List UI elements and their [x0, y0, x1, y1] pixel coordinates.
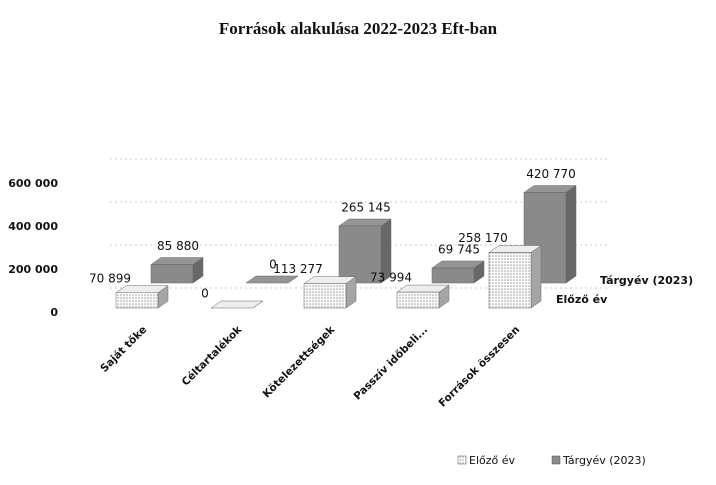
- data-label: 73 994: [370, 271, 412, 285]
- y-tick-label: 400 000: [8, 220, 58, 233]
- depth-label: Tárgyév (2023): [600, 274, 693, 287]
- bar: [488, 252, 532, 309]
- legend-label: Előző év: [469, 454, 516, 467]
- y-tick-label: 600 000: [8, 177, 58, 190]
- bar-side: [565, 185, 577, 284]
- bar-side: [530, 245, 542, 309]
- legend-swatch: [551, 455, 561, 465]
- bar: [303, 283, 347, 309]
- x-tick-label: Kötelezettségek: [261, 323, 338, 400]
- legend-swatch: [457, 455, 467, 465]
- data-label: 420 770: [526, 167, 576, 181]
- x-tick-label: Passzív időbeli...: [352, 324, 431, 403]
- legend-label: Tárgyév (2023): [562, 454, 646, 467]
- x-tick-label: Források összesen: [436, 324, 522, 410]
- bar: [396, 291, 440, 309]
- bar: [338, 225, 382, 284]
- bar: [431, 267, 475, 284]
- data-label: 69 745: [438, 243, 480, 257]
- data-label: 258 170: [458, 231, 508, 245]
- data-label: 265 145: [341, 200, 391, 214]
- data-label: 70 899: [89, 271, 131, 285]
- data-label: 0: [201, 287, 209, 301]
- x-tick-label: Saját tőke: [98, 324, 149, 375]
- bar-top: [210, 300, 264, 309]
- y-tick-label: 0: [50, 306, 58, 319]
- data-label: 0: [269, 258, 277, 272]
- bar: [115, 292, 159, 309]
- data-label: 113 277: [273, 262, 323, 276]
- depth-label: Előző év: [556, 293, 608, 306]
- x-tick-label: Céltartalékok: [180, 323, 245, 388]
- data-label: 85 880: [157, 239, 199, 253]
- chart-title: Források alakulása 2022-2023 Eft-ban: [219, 19, 498, 38]
- bar: [150, 264, 194, 284]
- bar-top: [245, 275, 299, 284]
- y-tick-label: 200 000: [8, 263, 58, 276]
